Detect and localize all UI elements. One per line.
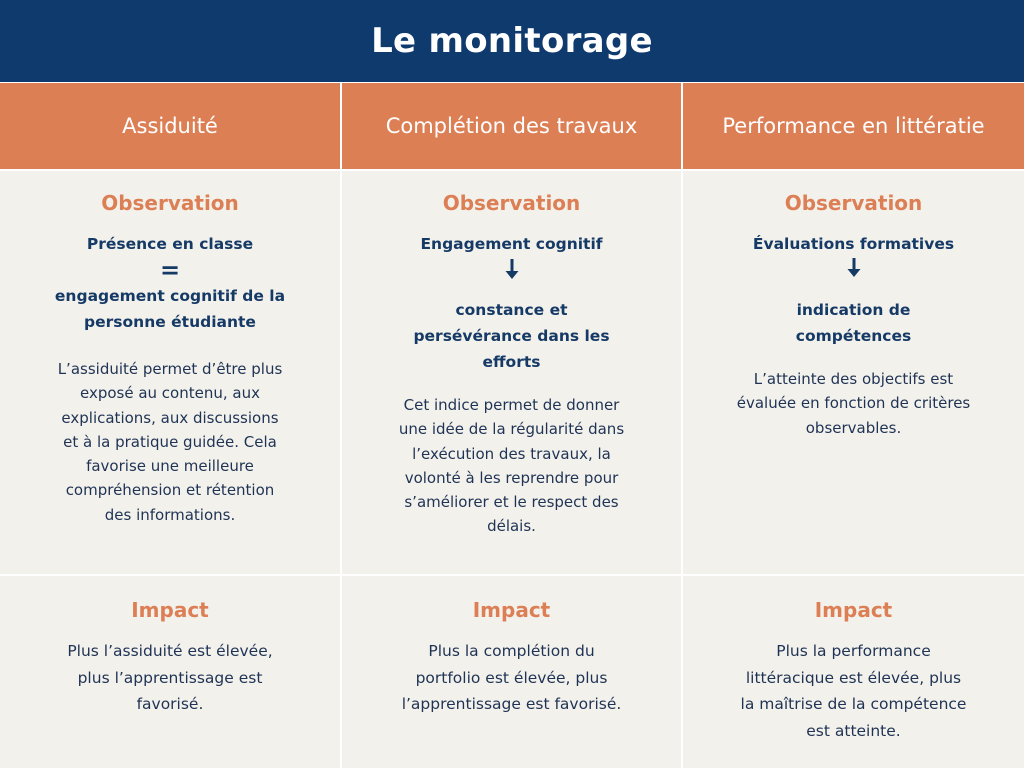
observation-bottom-lines: engagement cognitif de la personne étudia… [55,283,285,335]
impact-paragraph: Plus la performance littéracique est élev… [741,638,967,745]
text-line: l’exécution des travaux, la [412,444,611,463]
observation-title: Observation [784,191,923,215]
text-line: une idée de la régularité dans [398,420,625,439]
observation-cell-assiduite: Observation Présence en classe = engagem… [0,171,340,574]
impact-title: Impact [131,598,209,622]
observation-title: Observation [442,191,581,215]
equals-connector: = [159,256,181,284]
observation-bottom-lines: constance et persévérance dans les efforts [413,297,609,375]
impact-cell-assiduite: Impact Plus l’assiduité est élevée, plus … [0,576,340,768]
observation-top-line: Présence en classe [86,235,254,253]
text-line: favorisé. [136,695,204,714]
text-line: explications, aux discussions [61,408,279,427]
impact-title: Impact [472,598,551,622]
observation-paragraph: Cet indice permet de donner une idée de l… [399,393,624,539]
text-line: indication de [796,301,911,319]
text-line: et à la pratique guidée. Cela [63,432,277,451]
text-line: portfolio est élevée, plus [415,668,608,687]
observation-paragraph: L’atteinte des objectifs est évaluée en f… [737,367,971,440]
observation-top-line: Évaluations formatives [752,235,955,253]
text-line: évaluée en fonction de critères [736,394,971,413]
arrow-down-icon [845,257,863,283]
text-line: Plus l’assiduité est élevée, [67,642,273,660]
arrow-down-icon [503,257,521,283]
text-line: Plus la complétion du [428,642,595,660]
text-line: est atteinte. [806,722,901,741]
text-line: L’atteinte des objectifs est [753,370,954,388]
text-line: efforts [482,353,541,371]
column-header-assiduite: Assiduité [0,83,340,169]
page-title: Le monitorage [0,0,1024,82]
text-line: favorise une meilleure [86,457,254,476]
text-line: engagement cognitif de la [54,287,286,305]
text-line: littéracique est élevée, plus [745,668,962,687]
text-line: L’assiduité permet d’être plus [57,360,283,378]
text-line: observables. [805,418,902,437]
text-line: Plus la performance [776,642,931,660]
observation-cell-completion: Observation Engagement cognitif constanc… [342,171,681,574]
text-line: Cet indice permet de donner [403,396,620,414]
text-line: s’améliorer et le respect des [404,493,619,512]
text-line: personne étudiante [84,313,256,331]
text-line: plus l’apprentissage est [77,668,263,687]
text-line: l’apprentissage est favorisé. [401,695,622,714]
text-line: volonté à les reprendre pour [404,468,619,487]
column-header-performance: Performance en littératie [683,83,1024,169]
text-line: délais. [487,517,536,536]
column-header-completion: Complétion des travaux [342,83,681,169]
impact-paragraph: Plus l’assiduité est élevée, plus l’appre… [67,638,272,718]
impact-cell-completion: Impact Plus la complétion du portfolio es… [342,576,681,768]
text-line: exposé au contenu, aux [79,384,260,403]
text-line: des informations. [104,505,236,524]
text-line: compétences [795,327,912,345]
text-line: compréhension et rétention [65,481,275,500]
text-line: constance et [455,301,568,319]
observation-paragraph: L’assiduité permet d’être plus exposé au … [58,357,283,527]
text-line: persévérance dans les [413,327,610,345]
impact-title: Impact [814,598,893,622]
text-line: la maîtrise de la compétence [740,695,967,714]
observation-title: Observation [101,191,239,215]
monitoring-table: Assiduité Complétion des travaux Perform… [0,83,1024,768]
observation-cell-performance: Observation Évaluations formatives indic… [683,171,1024,574]
observation-top-line: Engagement cognitif [420,235,603,253]
observation-bottom-lines: indication de compétences [796,297,911,349]
impact-paragraph: Plus la complétion du portfolio est élevé… [402,638,622,718]
impact-cell-performance: Impact Plus la performance littéracique e… [683,576,1024,768]
